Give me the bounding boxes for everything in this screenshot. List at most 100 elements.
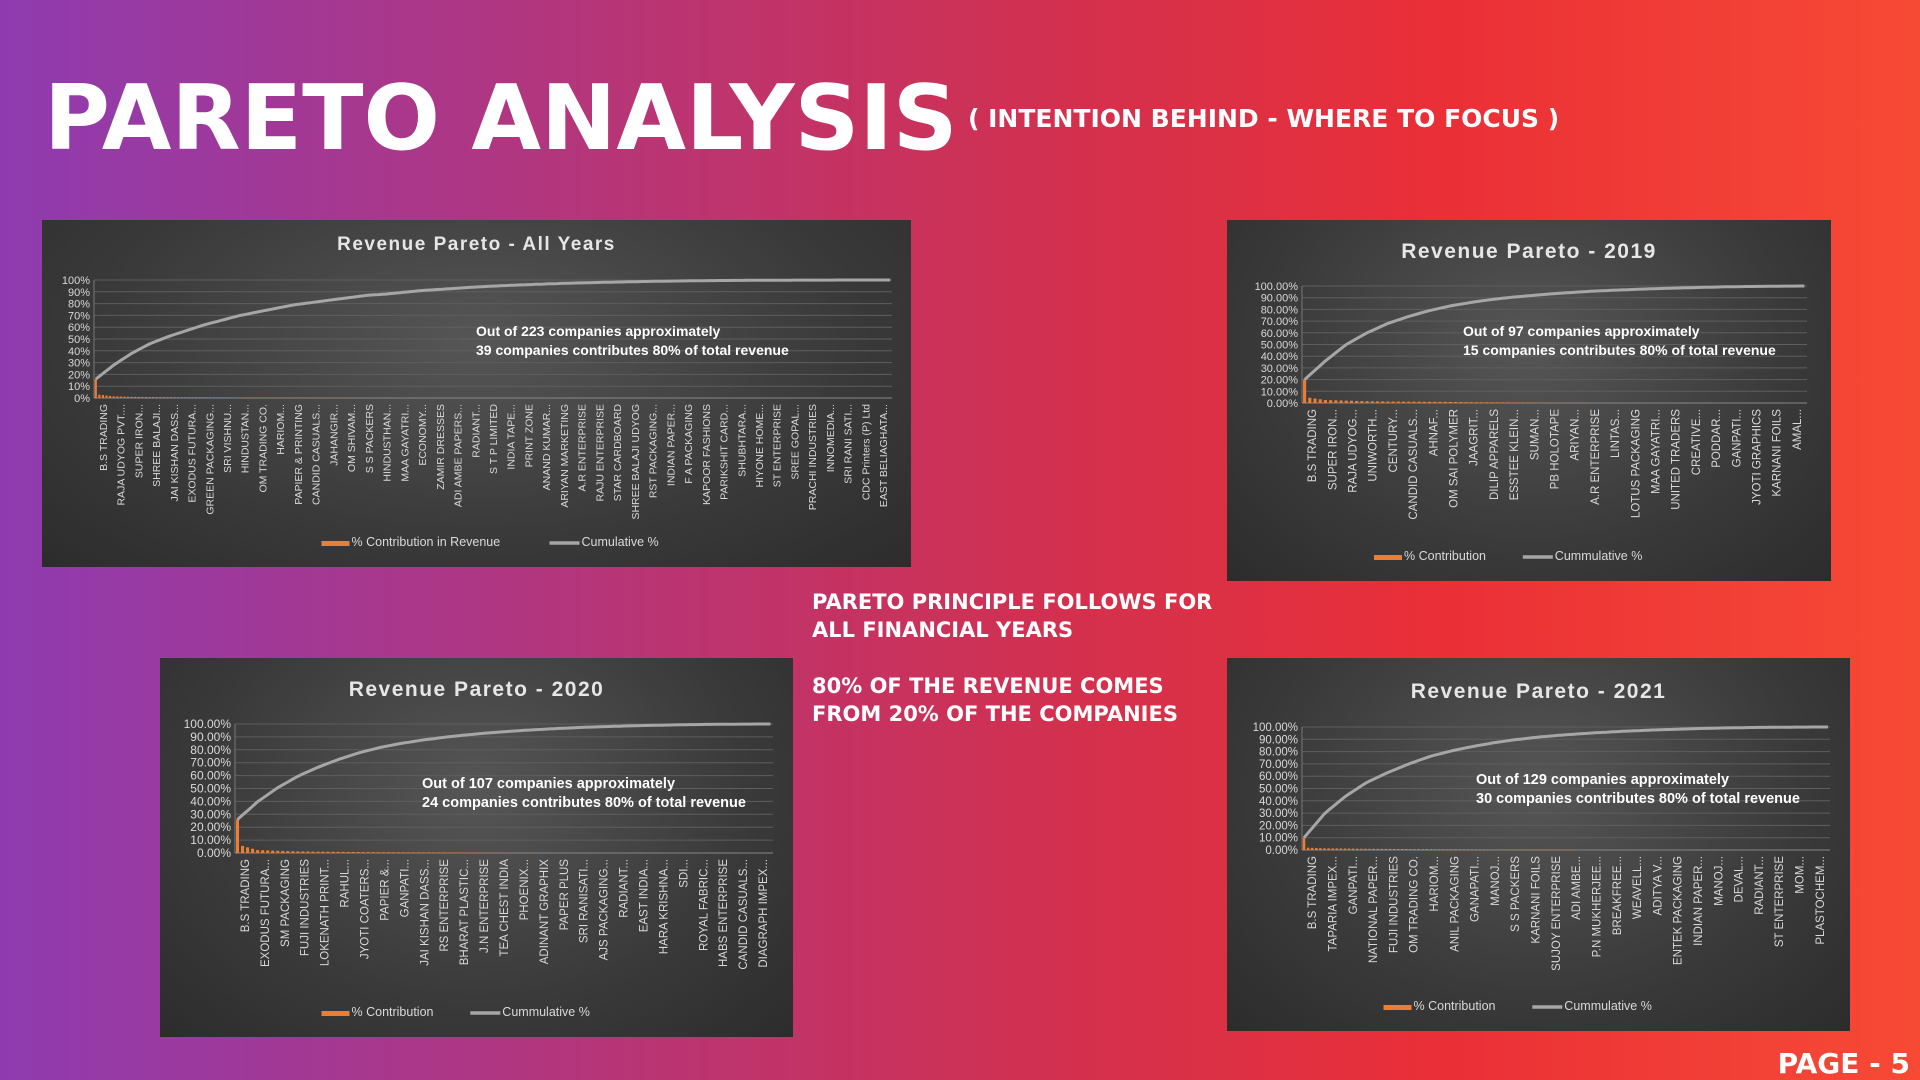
contribution-bar	[1478, 849, 1482, 850]
x-tick-label: B.S TRADING	[240, 859, 252, 932]
y-tick-label: 0.00%	[1265, 845, 1298, 857]
legend-label-contribution: % Contribution	[1404, 549, 1486, 563]
contribution-bar	[356, 852, 360, 853]
contribution-bar	[1503, 849, 1506, 850]
y-tick-label: 60.00%	[190, 769, 231, 783]
contribution-bar	[1380, 848, 1384, 850]
x-tick-label: GANPATI...	[399, 859, 411, 917]
contribution-bar	[1526, 402, 1531, 403]
x-tick-label: GANPATI...	[1731, 409, 1743, 467]
contribution-bar	[180, 397, 183, 398]
contribution-bar	[1469, 402, 1473, 403]
contribution-bar	[1474, 402, 1478, 403]
contribution-bar	[1427, 401, 1432, 403]
contribution-bar	[173, 397, 176, 398]
x-tick-label: F A PACKAGING	[683, 404, 695, 484]
y-tick-label: 30.00%	[1259, 808, 1298, 820]
contribution-bar	[1446, 849, 1449, 850]
y-tick-label: 90.00%	[1259, 734, 1298, 746]
legend-label-contribution: % Contribution	[1414, 999, 1496, 1013]
contribution-bar	[246, 847, 250, 853]
x-tick-label: S T P LIMITED	[488, 404, 500, 474]
y-tick-label: 10%	[68, 381, 90, 393]
contribution-bar	[116, 396, 119, 398]
chart-svg: Revenue Pareto - 2019 0.00%10.00%20.00%30…	[1255, 240, 1807, 563]
y-tick-label: 20.00%	[1261, 375, 1299, 387]
x-tick-label: HARIOM...	[1429, 856, 1441, 912]
contribution-bar	[1335, 848, 1339, 850]
contribution-bar	[381, 852, 385, 853]
contribution-bar	[1388, 848, 1392, 850]
contribution-bar	[1511, 402, 1515, 403]
contribution-bar	[216, 397, 219, 398]
x-tick-label: DIAGRAPH IMPEX...	[758, 859, 770, 968]
contribution-bar	[406, 852, 410, 853]
contribution-bar	[1433, 849, 1437, 850]
x-tick-label: INDIAN PAPER...	[665, 404, 677, 486]
x-tick-label: LOTUS PACKAGING	[1630, 409, 1642, 518]
contribution-bar	[351, 851, 355, 853]
contribution-bar	[386, 852, 390, 853]
x-tick-label: PODDAR...	[1711, 409, 1723, 468]
x-tick-label: CDC Printers (P) Ltd	[860, 404, 872, 500]
chart-panel-all-years: Revenue Pareto - All Years 0% 10% 20% 30% 40%…	[42, 220, 911, 567]
cumulative-line	[1303, 284, 1805, 381]
contribution-bar	[256, 850, 260, 853]
y-tick-label: 0.00%	[1267, 398, 1298, 410]
chart-svg: Revenue Pareto - 2020 0.00%10.00%20.00%30…	[184, 678, 773, 1019]
chart-svg: Revenue Pareto - All Years 0%10%20%30%40%…	[62, 234, 892, 549]
contribution-bar	[1474, 849, 1478, 850]
x-tick-label: MANOJ...	[1713, 856, 1725, 906]
contribution-bar	[177, 397, 180, 398]
contribution-bar	[1347, 848, 1351, 850]
y-tick-label: 0.00%	[197, 846, 231, 860]
x-tick-label: SUMAN...	[1529, 409, 1541, 460]
contribution-bar	[427, 852, 431, 853]
x-tick-label: SRI RANI SATI...	[843, 404, 855, 484]
x-tick-label: MAA GAYATRI...	[399, 404, 411, 482]
x-tick-label: S S PACKERS	[1510, 856, 1522, 932]
contribution-bar	[1319, 848, 1322, 850]
contribution-bar	[1487, 849, 1490, 850]
legend-label-contribution: % Contribution	[352, 1005, 434, 1019]
x-tick-label: LOKENATH PRINT...	[320, 859, 332, 966]
contribution-bar	[1331, 848, 1334, 850]
contribution-bar	[341, 851, 345, 853]
contribution-bar	[1466, 849, 1469, 850]
x-tick-label: KARNANI FOILS	[1772, 409, 1784, 497]
contribution-bar	[101, 395, 105, 398]
x-tick-label: PAPIER &...	[379, 859, 391, 921]
x-tick-label: EAST BELIAGHATA...	[878, 404, 890, 507]
chart-title: Revenue Pareto - 2021	[1411, 680, 1667, 703]
contribution-bar	[311, 851, 315, 853]
contribution-bar	[126, 396, 130, 398]
legend-label-contribution: % Contribution in Revenue	[352, 535, 501, 549]
page-number: PAGE - 5	[1777, 1047, 1910, 1080]
legend-swatch-contribution	[321, 1011, 350, 1016]
contribution-bar	[346, 851, 350, 853]
contribution-bar	[1368, 848, 1371, 850]
contribution-bar	[191, 397, 194, 398]
contribution-bar	[366, 852, 370, 853]
contribution-bar	[187, 397, 190, 398]
contribution-bar	[1429, 849, 1433, 850]
x-tick-label: HINDUSTAN...	[240, 404, 252, 473]
x-tick-label: SRI RANISATI...	[579, 859, 591, 943]
chart-annotation: Out of 223 companies approximately	[476, 323, 721, 339]
contribution-bar	[1356, 848, 1359, 850]
x-tick-label: HARA KRISHNA...	[658, 859, 670, 954]
chart-annotation: 15 companies contributes 80% of total re…	[1463, 342, 1776, 358]
chart-title: Revenue Pareto - All Years	[337, 234, 616, 255]
contribution-bar	[1405, 849, 1408, 850]
contribution-bar	[1532, 402, 1536, 403]
legend-swatch-contribution	[1374, 555, 1402, 560]
contribution-bar	[212, 397, 215, 398]
cumulative-line	[94, 278, 891, 381]
x-tick-label: BHARAT PLASTIC...	[459, 859, 471, 965]
y-tick-label: 30.00%	[1261, 363, 1299, 375]
contribution-bar	[447, 852, 451, 853]
x-tick-label: OM SHIVAM...	[346, 404, 358, 472]
x-tick-label: ANAND KUMAR...	[541, 404, 553, 490]
contribution-bar	[1506, 402, 1510, 403]
contribution-bar	[1438, 401, 1442, 403]
